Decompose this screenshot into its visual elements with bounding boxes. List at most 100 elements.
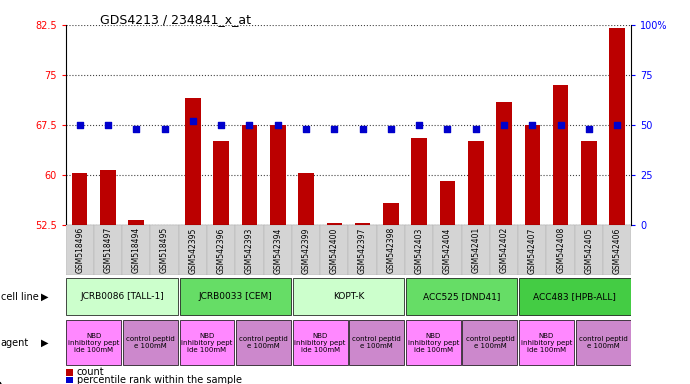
Bar bbox=[490, 225, 518, 275]
Point bbox=[74, 122, 86, 128]
Point bbox=[527, 122, 538, 128]
Point bbox=[499, 122, 510, 128]
Bar bbox=[348, 225, 377, 275]
Text: agent: agent bbox=[1, 338, 29, 348]
Point bbox=[216, 122, 227, 128]
Text: GSM542405: GSM542405 bbox=[584, 227, 593, 273]
Bar bbox=[496, 101, 512, 225]
Text: GSM542398: GSM542398 bbox=[386, 227, 395, 273]
Text: percentile rank within the sample: percentile rank within the sample bbox=[77, 375, 242, 384]
Bar bbox=[581, 141, 597, 225]
Text: control peptid
e 100mM: control peptid e 100mM bbox=[579, 336, 627, 349]
Bar bbox=[66, 225, 94, 275]
Bar bbox=[264, 225, 292, 275]
Point bbox=[442, 126, 453, 132]
Text: ▶: ▶ bbox=[41, 338, 49, 348]
Text: control peptid
e 100mM: control peptid e 100mM bbox=[239, 336, 288, 349]
Bar bbox=[406, 320, 461, 365]
Bar bbox=[66, 369, 72, 376]
Bar bbox=[72, 173, 88, 225]
Bar bbox=[185, 98, 201, 225]
Text: count: count bbox=[77, 367, 104, 377]
Text: NBD
inhibitory pept
ide 100mM: NBD inhibitory pept ide 100mM bbox=[181, 333, 233, 353]
Text: GSM542397: GSM542397 bbox=[358, 227, 367, 273]
Text: GDS4213 / 234841_x_at: GDS4213 / 234841_x_at bbox=[100, 13, 251, 26]
Bar bbox=[468, 141, 484, 225]
Text: control peptid
e 100mM: control peptid e 100mM bbox=[353, 336, 401, 349]
Text: NBD
inhibitory pept
ide 100mM: NBD inhibitory pept ide 100mM bbox=[68, 333, 119, 353]
Bar bbox=[519, 278, 631, 315]
Point bbox=[301, 126, 312, 132]
Bar bbox=[355, 223, 371, 225]
Text: GSM542406: GSM542406 bbox=[613, 227, 622, 273]
Bar bbox=[292, 225, 320, 275]
Bar bbox=[546, 225, 575, 275]
Bar bbox=[123, 320, 178, 365]
Bar bbox=[236, 320, 291, 365]
Bar bbox=[179, 225, 207, 275]
Point bbox=[159, 126, 170, 132]
Text: GSM542401: GSM542401 bbox=[471, 227, 480, 273]
Text: control peptid
e 100mM: control peptid e 100mM bbox=[126, 336, 175, 349]
Text: control peptid
e 100mM: control peptid e 100mM bbox=[466, 336, 514, 349]
Text: GSM542393: GSM542393 bbox=[245, 227, 254, 273]
Bar bbox=[524, 125, 540, 225]
Bar bbox=[406, 278, 518, 315]
Point bbox=[188, 118, 199, 124]
Bar bbox=[293, 320, 348, 365]
Bar bbox=[157, 225, 172, 226]
Bar bbox=[66, 278, 178, 315]
Bar bbox=[349, 320, 404, 365]
Bar bbox=[411, 138, 427, 225]
Text: GSM542404: GSM542404 bbox=[443, 227, 452, 273]
Bar bbox=[213, 141, 229, 225]
Text: GSM542399: GSM542399 bbox=[302, 227, 310, 273]
Point bbox=[272, 122, 284, 128]
Bar bbox=[462, 225, 490, 275]
Text: ACC483 [HPB-ALL]: ACC483 [HPB-ALL] bbox=[533, 292, 616, 301]
Text: GSM542407: GSM542407 bbox=[528, 227, 537, 273]
Text: GSM518496: GSM518496 bbox=[75, 227, 84, 273]
Text: ▶: ▶ bbox=[41, 291, 49, 302]
Point bbox=[386, 126, 397, 132]
Text: NBD
inhibitory pept
ide 100mM: NBD inhibitory pept ide 100mM bbox=[295, 333, 346, 353]
Bar bbox=[440, 181, 455, 225]
Text: GSM542402: GSM542402 bbox=[500, 227, 509, 273]
Text: GSM542396: GSM542396 bbox=[217, 227, 226, 273]
Bar bbox=[553, 85, 569, 225]
Bar bbox=[207, 225, 235, 275]
Bar bbox=[603, 225, 631, 275]
Point bbox=[244, 122, 255, 128]
Bar bbox=[128, 220, 144, 225]
Bar bbox=[94, 225, 122, 275]
Bar bbox=[383, 203, 399, 225]
Bar bbox=[179, 278, 291, 315]
Bar bbox=[66, 377, 72, 383]
Bar bbox=[326, 223, 342, 225]
Point bbox=[612, 122, 623, 128]
Text: GSM518497: GSM518497 bbox=[104, 227, 112, 273]
Text: NBD
inhibitory pept
ide 100mM: NBD inhibitory pept ide 100mM bbox=[521, 333, 572, 353]
Bar bbox=[518, 225, 546, 275]
Point bbox=[131, 126, 142, 132]
Point bbox=[471, 126, 482, 132]
Text: GSM542400: GSM542400 bbox=[330, 227, 339, 273]
Text: GSM542395: GSM542395 bbox=[188, 227, 197, 273]
Text: GSM542403: GSM542403 bbox=[415, 227, 424, 273]
Text: cell line: cell line bbox=[1, 291, 39, 302]
Text: NBD
inhibitory pept
ide 100mM: NBD inhibitory pept ide 100mM bbox=[408, 333, 459, 353]
Bar bbox=[179, 320, 235, 365]
Point bbox=[414, 122, 425, 128]
Bar bbox=[519, 320, 574, 365]
Point bbox=[555, 122, 566, 128]
Bar bbox=[575, 225, 603, 275]
Point bbox=[357, 126, 368, 132]
Point bbox=[102, 122, 113, 128]
Bar bbox=[241, 125, 257, 225]
Text: JCRB0086 [TALL-1]: JCRB0086 [TALL-1] bbox=[80, 292, 164, 301]
Bar bbox=[150, 225, 179, 275]
Text: GSM542408: GSM542408 bbox=[556, 227, 565, 273]
Text: GSM518494: GSM518494 bbox=[132, 227, 141, 273]
Bar bbox=[66, 320, 121, 365]
Text: GSM542394: GSM542394 bbox=[273, 227, 282, 273]
